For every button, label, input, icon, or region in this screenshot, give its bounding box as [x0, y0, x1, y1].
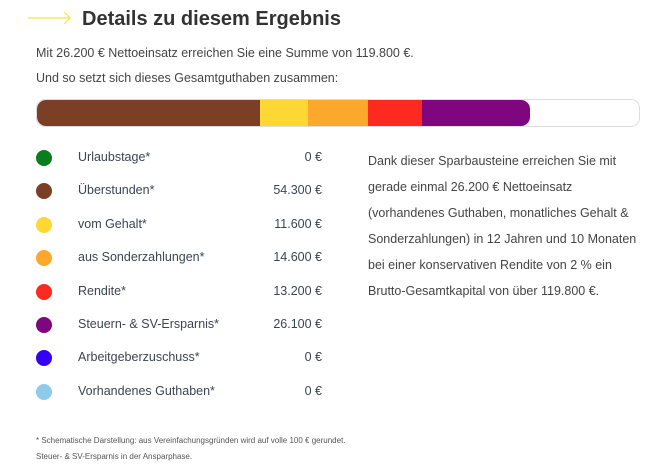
legend-item: Urlaubstage* 0 €	[36, 148, 324, 181]
legend-item: aus Sonderzahlungen* 14.600 €	[36, 248, 324, 281]
bar-segment	[422, 100, 530, 126]
legend-value: 0 €	[304, 350, 322, 365]
color-dot-icon	[36, 183, 52, 200]
intro-summary: Mit 26.200 € Nettoeinsatz erreichen Sie …	[36, 46, 414, 60]
legend-label: Vorhandenes Guthaben*	[78, 383, 215, 398]
legend-value: 13.200 €	[273, 283, 322, 298]
intro-breakdown: Und so setzt sich dieses Gesamtguthaben …	[36, 71, 339, 85]
color-dot-icon	[36, 383, 52, 400]
legend-value: 54.300 €	[273, 183, 322, 198]
color-dot-icon	[36, 150, 52, 166]
bar-segment	[368, 100, 423, 126]
legend-item: Arbeitgeberzuschuss* 0 €	[36, 348, 324, 381]
footnote: * Schematische Darstellung: aus Vereinfa…	[36, 436, 346, 461]
legend-label: Steuern- & SV-Ersparnis*	[78, 316, 220, 331]
bar-segment	[260, 100, 308, 126]
legend-value: 11.600 €	[274, 216, 322, 231]
legend-item: Rendite* 13.200 €	[36, 282, 324, 315]
legend-item: Steuern- & SV-Ersparnis* 26.100 €	[36, 315, 324, 348]
color-dot-icon	[36, 316, 52, 333]
legend-label: Urlaubstage*	[78, 150, 151, 164]
legend-value: 14.600 €	[273, 250, 322, 265]
color-dot-icon	[36, 283, 52, 300]
legend-label: Überstunden*	[78, 183, 155, 198]
bar-segment	[37, 100, 261, 126]
legend-item: Vorhandenes Guthaben* 0 €	[36, 382, 324, 415]
composition-bar	[36, 99, 640, 127]
legend-value: 0 €	[304, 383, 322, 398]
legend-value: 0 €	[304, 150, 322, 164]
legend-value: 26.100 €	[273, 316, 322, 331]
color-dot-icon	[36, 216, 52, 233]
color-dot-icon	[36, 250, 52, 267]
legend-label: Arbeitgeberzuschuss*	[78, 350, 200, 365]
result-description: Dank dieser Sparbausteine erreichen Sie …	[368, 154, 637, 298]
arrow-right-icon	[28, 11, 71, 25]
color-dot-icon	[36, 350, 52, 367]
legend-label: vom Gehalt*	[78, 216, 147, 231]
legend-label: aus Sonderzahlungen*	[78, 250, 205, 265]
legend-label: Rendite*	[78, 283, 126, 298]
bar-segment	[307, 100, 368, 126]
legend-item: Überstunden* 54.300 €	[36, 181, 324, 214]
legend-list: Urlaubstage* 0 € Überstunden* 54.300 € vom G…	[36, 148, 324, 415]
section-title: Details zu diesem Ergebnis	[82, 8, 341, 30]
legend-item: vom Gehalt* 11.600 €	[36, 215, 324, 248]
